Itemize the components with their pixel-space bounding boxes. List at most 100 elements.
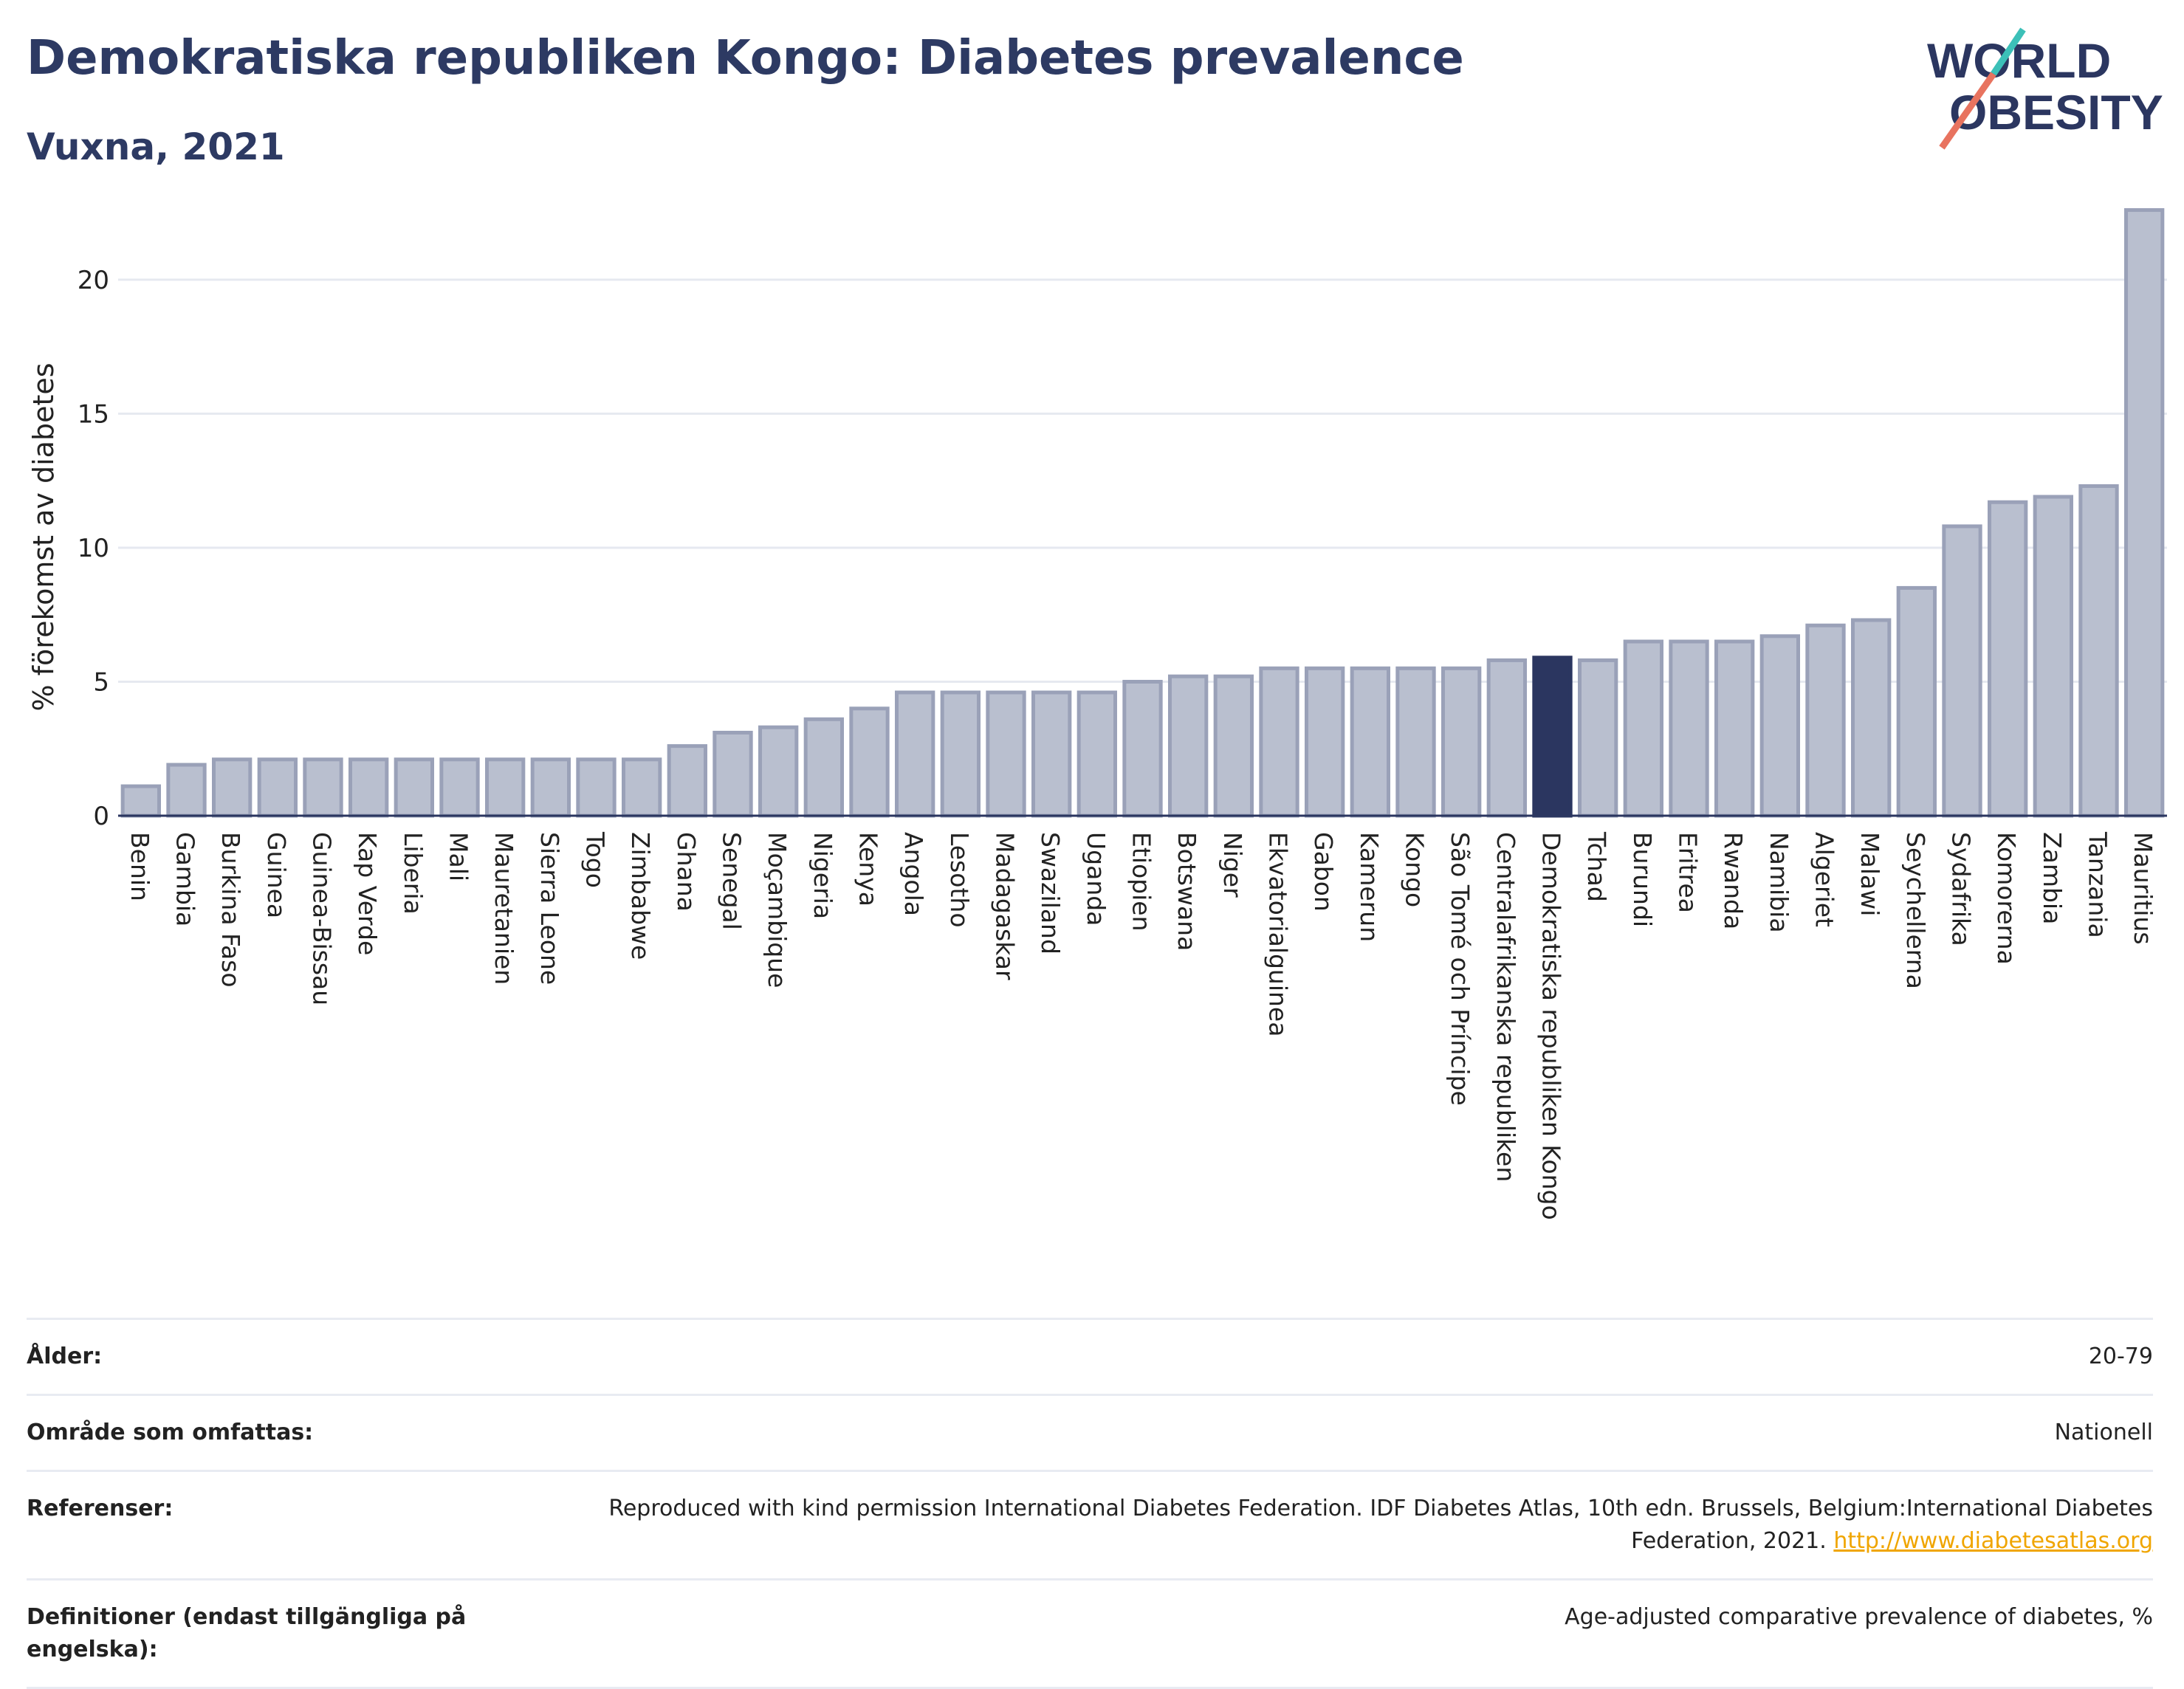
bar[interactable] — [712, 730, 753, 818]
y-tick-label: 0 — [93, 802, 109, 831]
bar-highlighted[interactable] — [1532, 656, 1573, 818]
bar[interactable] — [2078, 484, 2119, 818]
world-obesity-logo: WORLD OBESITY — [1927, 27, 2163, 150]
bar[interactable] — [1213, 674, 1254, 818]
bar[interactable] — [667, 744, 708, 818]
bar[interactable] — [1714, 639, 1755, 818]
x-tick-label: Eritrea — [1674, 832, 1703, 913]
bar[interactable] — [1122, 679, 1163, 818]
y-tick-labels: 0 5 10 15 20 — [78, 266, 109, 831]
y-tick-label: 5 — [93, 667, 109, 697]
y-tick-label: 20 — [78, 266, 109, 295]
x-tick-label: Moçambique — [763, 832, 791, 988]
x-tick-label: Togo — [581, 831, 610, 888]
x-tick-label: Rwanda — [1719, 832, 1748, 929]
bar[interactable] — [1988, 500, 2028, 818]
bar[interactable] — [1441, 666, 1482, 818]
x-tick-label: Uganda — [1082, 832, 1110, 926]
x-tick-label: Gabon — [1309, 832, 1338, 912]
bar[interactable] — [849, 706, 890, 818]
x-tick-label: Tchad — [1582, 831, 1611, 902]
bar[interactable] — [2033, 495, 2074, 818]
bar[interactable] — [1486, 658, 1527, 818]
meta-value: Age-adjusted comparative prevalence of d… — [1565, 1604, 2153, 1630]
bar[interactable] — [257, 757, 298, 818]
x-tick-label: Botswana — [1172, 832, 1201, 951]
bars — [120, 208, 2165, 818]
bar[interactable] — [485, 757, 526, 818]
bar[interactable] — [530, 757, 571, 818]
bar[interactable] — [166, 763, 207, 818]
x-tick-label: Angola — [899, 832, 928, 916]
x-tick-label: Namibia — [1765, 832, 1793, 933]
bar[interactable] — [120, 784, 162, 818]
y-axis-label: % förekomst av diabetes — [27, 362, 60, 711]
y-tick-label: 15 — [78, 399, 109, 429]
x-tick-label: Sierra Leone — [535, 832, 564, 985]
bar[interactable] — [394, 757, 435, 818]
bar[interactable] — [348, 757, 389, 818]
meta-label: Område som omfattas: — [27, 1420, 314, 1445]
x-tick-label: Kenya — [854, 832, 883, 907]
bar[interactable] — [1031, 690, 1072, 818]
bar[interactable] — [1259, 666, 1299, 818]
y-tick-label: 10 — [78, 534, 109, 563]
x-tick-label: Guinea — [262, 832, 291, 918]
page-title: Demokratiska republiken Kongo: Diabetes … — [27, 31, 1464, 86]
bar[interactable] — [212, 757, 253, 818]
reference-text: Reproduced with kind permission Internat… — [608, 1496, 2153, 1554]
bar[interactable] — [1578, 658, 1618, 818]
x-tick-label: Nigeria — [808, 832, 837, 919]
x-tick-label: Demokratiska republiken Kongo — [1537, 832, 1566, 1220]
bar[interactable] — [1896, 585, 1937, 818]
x-tick-label: Etiopien — [1127, 832, 1156, 931]
bar[interactable] — [1395, 666, 1436, 818]
bar[interactable] — [1942, 524, 1982, 818]
x-tick-label: Mali — [444, 832, 473, 881]
x-tick-label: Zambia — [2038, 832, 2067, 924]
bar[interactable] — [758, 725, 799, 818]
x-tick-label: Mauretanien — [490, 832, 518, 985]
x-tick-label: Liberia — [399, 832, 427, 915]
meta-row-definitions: Definitioner (endast tillgängliga på eng… — [27, 1578, 2153, 1689]
x-tick-label: Madagaskar — [991, 832, 1020, 980]
bar[interactable] — [895, 690, 935, 818]
x-tick-label: Lesotho — [945, 832, 974, 928]
x-tick-label: Burkina Faso — [216, 832, 245, 988]
meta-row-area: Område som omfattas: Nationell — [27, 1394, 2153, 1470]
bar[interactable] — [303, 757, 343, 818]
bar[interactable] — [986, 690, 1026, 818]
bar[interactable] — [1851, 618, 1892, 818]
svg-text:WORLD: WORLD — [1927, 33, 2111, 88]
x-tick-label: Algeriet — [1810, 832, 1839, 927]
bar-chart: 0 5 10 15 20 Benin Gambia Burkina Faso Guinea Gu… — [27, 208, 2167, 1220]
bar[interactable] — [439, 757, 480, 818]
bar[interactable] — [1669, 639, 1709, 818]
x-tick-label: Tanzania — [2084, 831, 2112, 938]
bar[interactable] — [1076, 690, 1117, 818]
bar[interactable] — [1805, 623, 1846, 818]
meta-label: Ålder: — [27, 1344, 103, 1369]
x-tick-label: Ghana — [672, 832, 701, 912]
bar[interactable] — [1168, 674, 1209, 818]
reference-link[interactable]: http://www.diabetesatlas.org — [1833, 1528, 2153, 1554]
bar[interactable] — [1759, 634, 1801, 818]
meta-label: Definitioner (endast tillgängliga på eng… — [27, 1604, 467, 1662]
bar[interactable] — [1350, 666, 1390, 818]
x-tick-label: Centralafrikanska republiken — [1491, 832, 1520, 1182]
x-tick-labels: Benin Gambia Burkina Faso Guinea Guinea-Biss… — [126, 831, 2157, 1220]
x-tick-label: Mauritius — [2129, 832, 2157, 945]
x-tick-label: Zimbabwe — [626, 832, 655, 960]
bar[interactable] — [622, 757, 662, 818]
bar[interactable] — [576, 757, 617, 818]
svg-text:OBESITY: OBESITY — [1949, 85, 2163, 140]
x-tick-label: Benin — [126, 832, 154, 901]
bar[interactable] — [1305, 666, 1345, 818]
bar[interactable] — [940, 690, 981, 818]
bar[interactable] — [1623, 639, 1664, 818]
bar[interactable] — [803, 717, 844, 818]
x-tick-label: Seychellerna — [1901, 832, 1930, 989]
x-tick-label: Gambia — [171, 832, 200, 926]
bar[interactable] — [2124, 208, 2165, 818]
x-tick-label: Malawi — [1855, 832, 1884, 916]
